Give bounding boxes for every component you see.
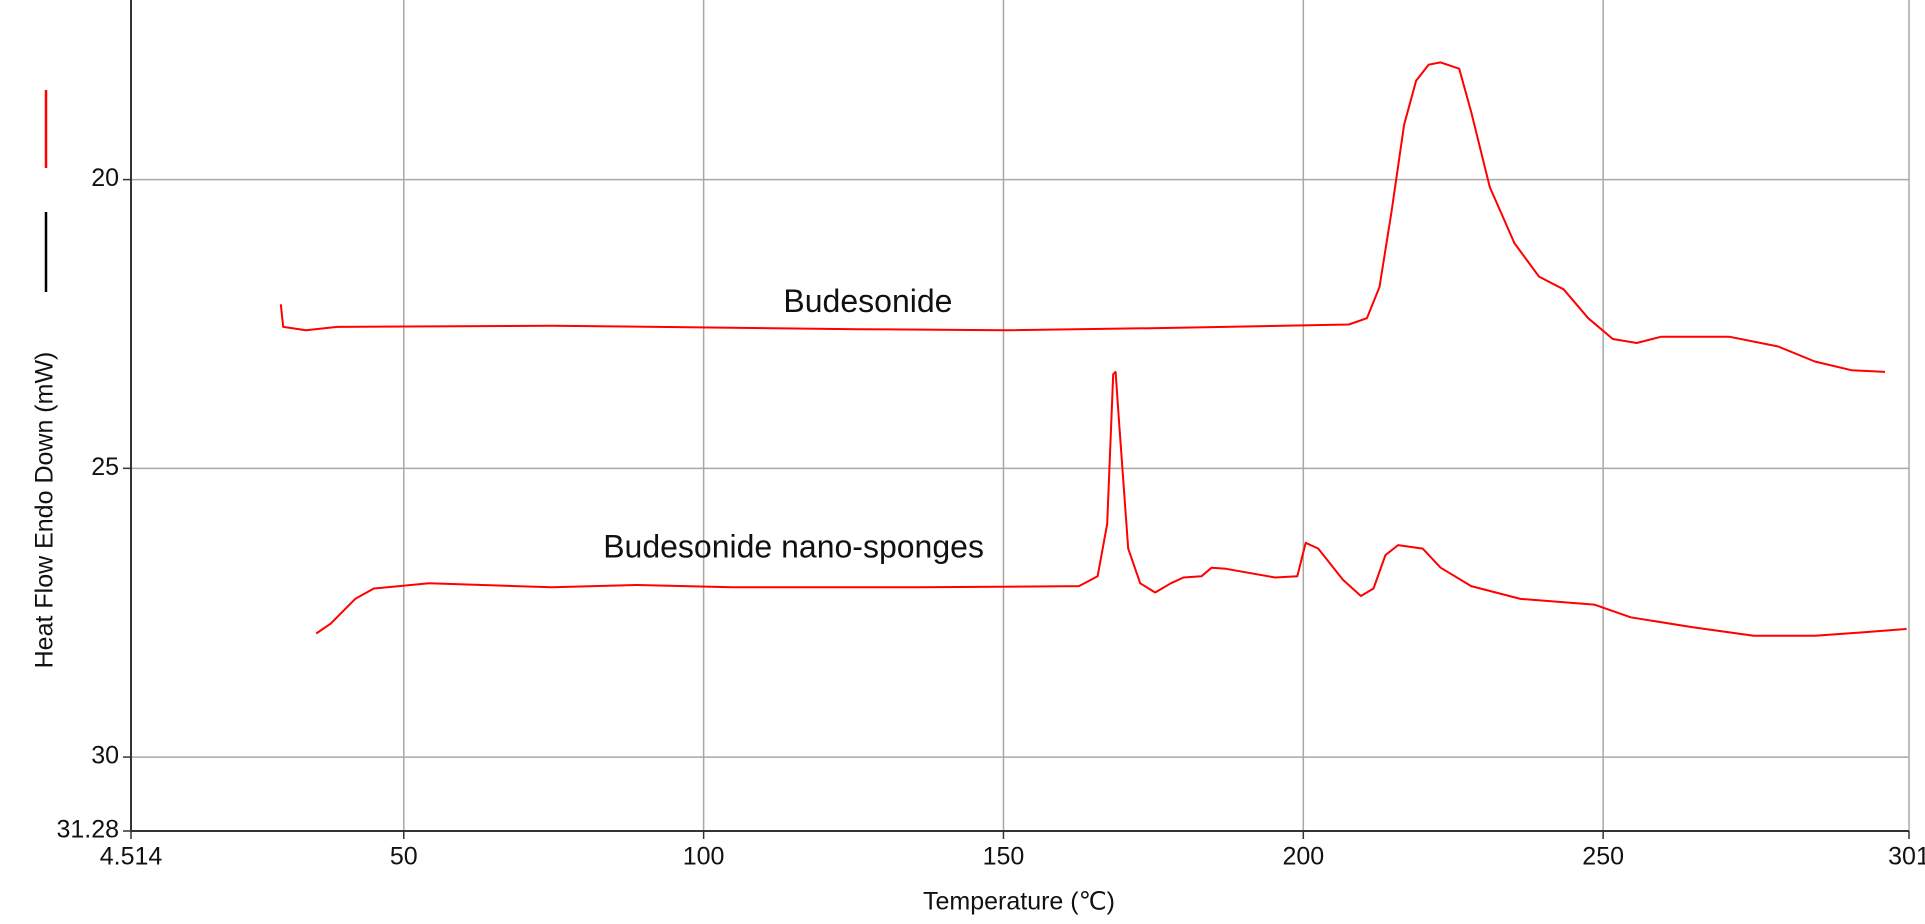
series-label: Budesonide nano-sponges: [603, 529, 984, 565]
x-tick-label: 150: [983, 843, 1025, 871]
x-tick-label: 200: [1282, 843, 1324, 871]
x-tick-label: 250: [1582, 843, 1624, 871]
y-tick-label: 30: [91, 742, 119, 770]
y-tick-label: 25: [91, 453, 119, 481]
series-label: Budesonide: [783, 283, 952, 319]
y-tick-label: 31.28: [56, 816, 119, 844]
y-axis-label: Heat Flow Endo Down (mW): [31, 352, 59, 669]
y-tick-label: 20: [91, 164, 119, 192]
x-axis-label: Temperature (℃): [923, 888, 1115, 916]
x-tick-label: 4.514: [100, 843, 163, 871]
x-tick-label: 50: [390, 843, 418, 871]
x-tick-label: 301: [1888, 843, 1925, 871]
x-tick-label: 100: [683, 843, 725, 871]
data-line: [315, 370, 1907, 637]
data-line: [279, 61, 1886, 373]
